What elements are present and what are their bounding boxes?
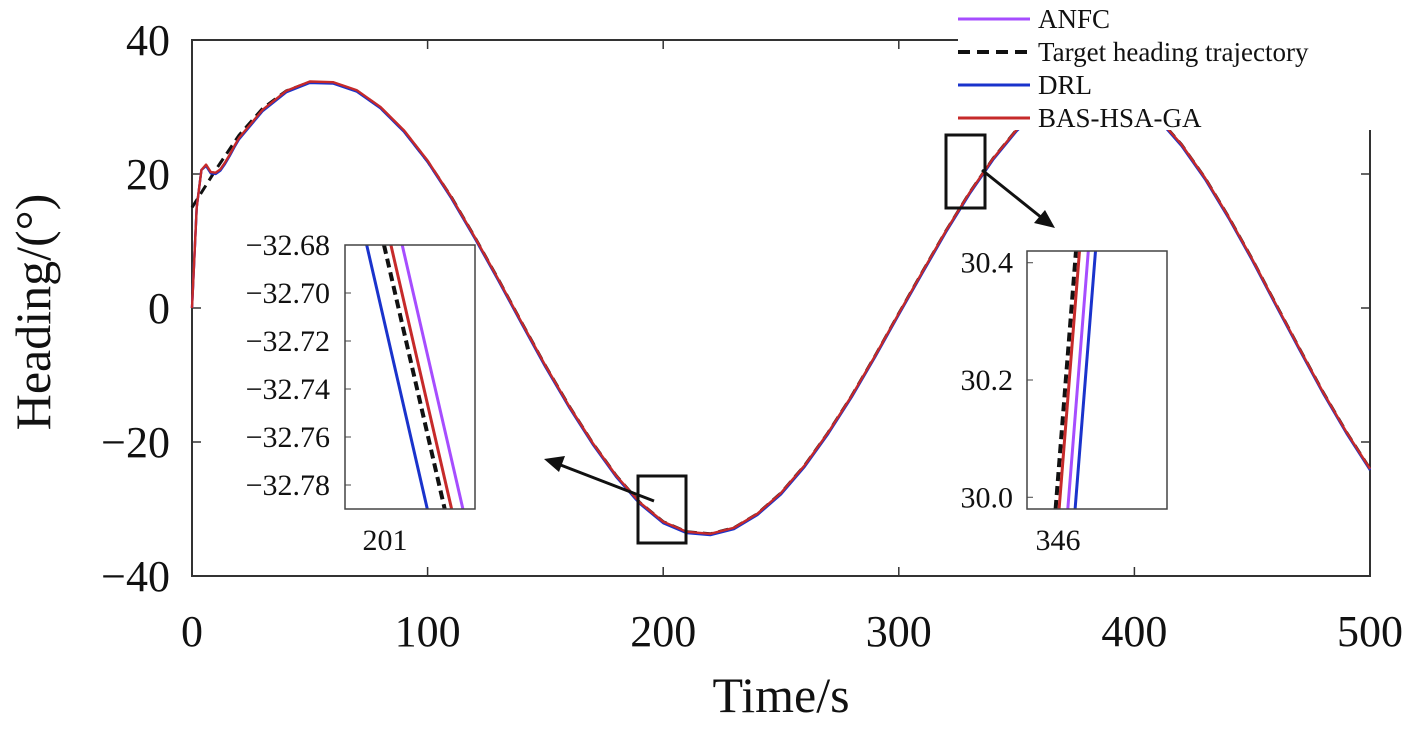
inset-y-tick-label: −32.68	[246, 229, 330, 262]
inset-left-target-heading-trajectory-line	[382, 244, 447, 510]
inset-y-tick-label: −32.74	[246, 373, 330, 406]
inset-left-anfc-line	[400, 244, 465, 510]
inset-y-tick-label: 30.0	[961, 481, 1014, 514]
x-tick-label: 500	[1337, 607, 1403, 656]
y-tick-label: −20	[101, 418, 170, 467]
inset-x-tick-label: 201	[363, 524, 408, 557]
zoom-box-left	[636, 474, 688, 545]
inset-right-anfc-line	[1066, 250, 1090, 510]
x-tick-label: 0	[181, 607, 203, 656]
inset-x-tick-label: 346	[1036, 524, 1081, 557]
inset-left: −32.68 −32.70 −32.72 −32.74 −32.76 −32.78 201	[246, 229, 476, 557]
legend-label-anfc: ANFC	[1038, 4, 1110, 34]
y-axis-title: Heading/(°)	[5, 194, 61, 431]
legend-label-bas-hsa-ga: BAS-HSA-GA	[1038, 103, 1202, 133]
inset-right-bas-hsa-ga-line	[1057, 250, 1081, 510]
inset-right-target-heading-trajectory-line	[1053, 250, 1078, 510]
legend-label-target-heading-trajectory: Target heading trajectory	[1038, 37, 1309, 67]
inset-left-bas-hsa-ga-line	[389, 244, 454, 510]
inset-left-lines	[365, 244, 465, 510]
inset-y-tick-label: −32.78	[246, 469, 330, 502]
inset-y-tick-label: −32.72	[246, 325, 330, 358]
legend-label-drl: DRL	[1038, 70, 1092, 100]
inset-y-tick-label: 30.2	[961, 364, 1014, 397]
zoom-arrow-left	[544, 456, 655, 503]
y-tick-label: 20	[126, 150, 170, 199]
x-axis-title: Time/s	[712, 667, 849, 723]
inset-right-tick-labels: 30.4 30.2 30.0 346	[961, 247, 1081, 557]
x-tick-label: 300	[866, 607, 932, 656]
y-tick-label: 0	[148, 284, 170, 333]
x-tick-label: 100	[395, 607, 461, 656]
inset-left-tick-labels: −32.68 −32.70 −32.72 −32.74 −32.76 −32.78 201	[246, 229, 408, 557]
inset-right: 30.4 30.2 30.0 346	[961, 247, 1168, 557]
y-tick-label: −40	[101, 552, 170, 601]
inset-left-drl-line	[365, 244, 429, 510]
inset-right-drl-line	[1073, 250, 1097, 510]
x-tick-label: 200	[630, 607, 696, 656]
inset-y-tick-label: −32.70	[246, 277, 330, 310]
inset-y-tick-label: 30.4	[961, 247, 1014, 280]
x-tick-label: 400	[1101, 607, 1167, 656]
zoom-arrow-right	[981, 168, 1055, 228]
inset-right-lines	[1053, 250, 1097, 510]
inset-y-tick-label: −32.76	[246, 421, 330, 454]
y-tick-label: 40	[126, 16, 170, 65]
